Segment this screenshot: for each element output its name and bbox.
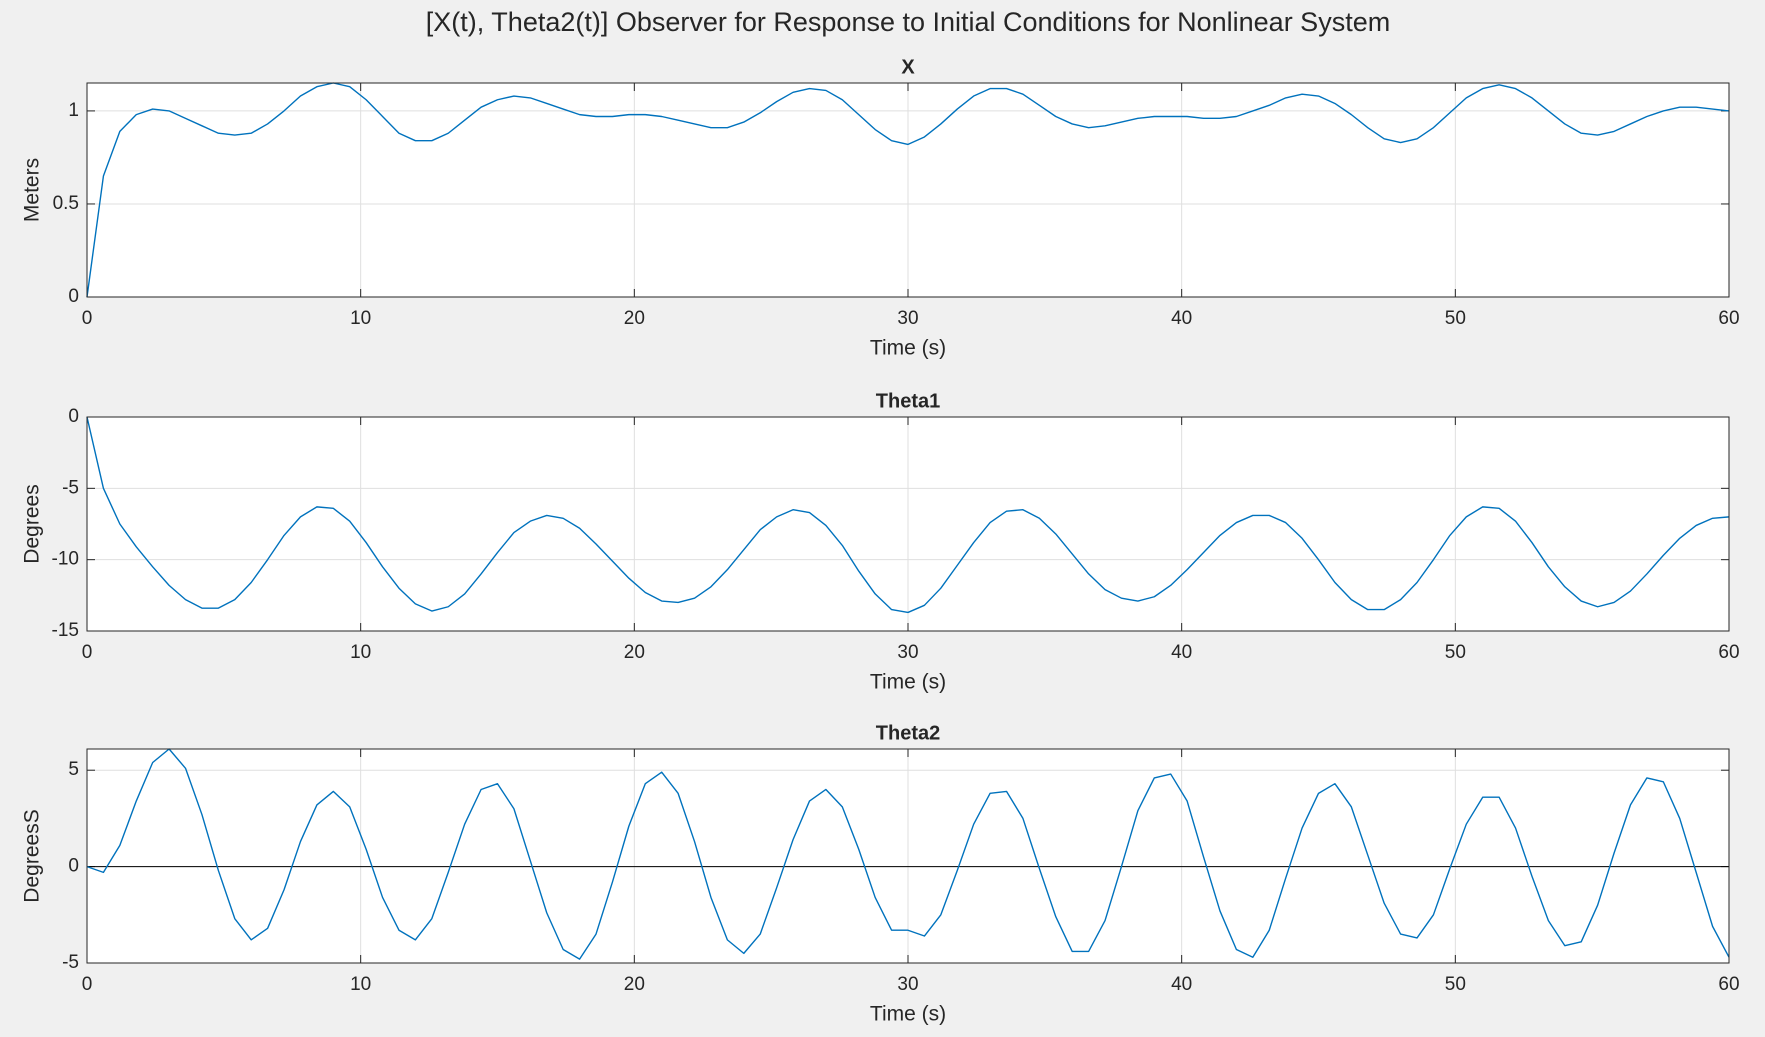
axes-box [86, 82, 1730, 298]
y-tick-label: 5 [68, 759, 79, 780]
x-tick-label: 20 [624, 974, 645, 995]
x-tick-label: 50 [1445, 974, 1466, 995]
axes-title: X [901, 56, 915, 78]
axes-box [86, 416, 1730, 632]
y-axis-label: DegreesS [21, 809, 44, 902]
x-tick-label: 0 [82, 308, 93, 329]
x-tick-label: 30 [897, 308, 918, 329]
x-tick-label: 10 [350, 642, 371, 663]
y-tick-label: 0.5 [53, 193, 79, 214]
y-axis-label: Meters [21, 158, 44, 222]
x-tick-label: 30 [897, 642, 918, 663]
x-tick-label: 40 [1171, 642, 1192, 663]
x-tick-label: 10 [350, 974, 371, 995]
x-tick-label: 20 [624, 308, 645, 329]
x-tick-label: 20 [624, 642, 645, 663]
x-tick-label: 40 [1171, 308, 1192, 329]
x-tick-label: 30 [897, 974, 918, 995]
y-tick-label: 1 [68, 100, 79, 121]
y-tick-label: -5 [62, 952, 79, 973]
axes-title: Theta1 [876, 390, 940, 412]
y-tick-label: 0 [68, 856, 79, 877]
x-axis-label: Time (s) [870, 671, 946, 694]
y-tick-label: 0 [68, 406, 79, 427]
axes-title: Theta2 [876, 722, 940, 744]
y-axis-label: Degrees [21, 484, 44, 563]
x-tick-label: 0 [82, 642, 93, 663]
data-line [86, 82, 1730, 298]
x-tick-label: 60 [1718, 974, 1739, 995]
y-tick-label: 0 [68, 286, 79, 307]
x-tick-label: 50 [1445, 308, 1466, 329]
axes-box [86, 748, 1730, 964]
x-tick-label: 50 [1445, 642, 1466, 663]
x-tick-label: 60 [1718, 642, 1739, 663]
data-line [86, 416, 1730, 614]
figure-title: [X(t), Theta2(t)] Observer for Response … [426, 7, 1390, 37]
y-tick-label: -15 [52, 620, 79, 641]
x-tick-label: 0 [82, 974, 93, 995]
x-tick-label: 60 [1718, 308, 1739, 329]
y-tick-label: -10 [52, 549, 79, 570]
data-line [86, 748, 1730, 960]
x-axis-label: Time (s) [870, 337, 946, 360]
x-tick-label: 40 [1171, 974, 1192, 995]
y-tick-label: -5 [62, 477, 79, 498]
x-axis-label: Time (s) [870, 1003, 946, 1026]
x-tick-label: 10 [350, 308, 371, 329]
